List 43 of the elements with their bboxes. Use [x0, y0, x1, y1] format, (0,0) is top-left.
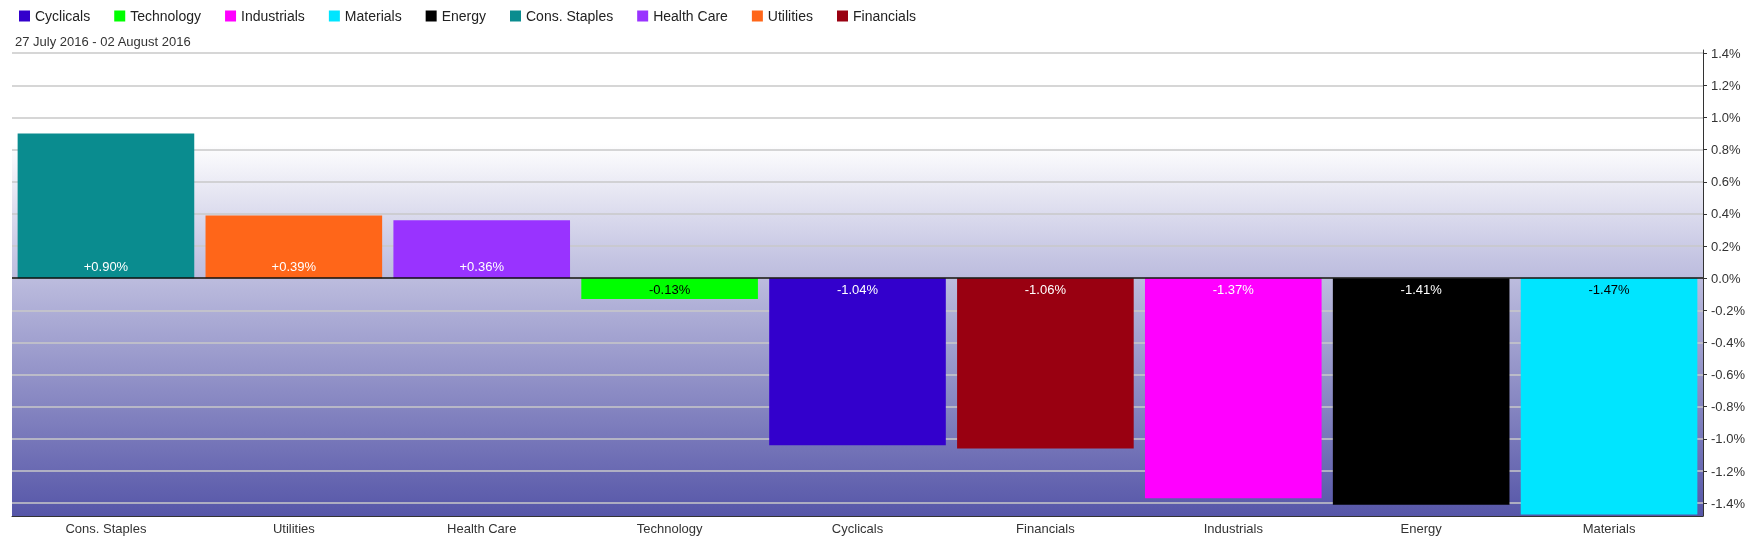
data-label: -1.04%	[836, 282, 879, 298]
x-tick-label: Energy	[1400, 521, 1443, 536]
legend-label: Cons. Staples	[526, 8, 614, 24]
chart-subtitle: 27 July 2016 - 02 August 2016	[15, 34, 191, 49]
x-tick-label: Health Care	[447, 521, 517, 536]
data-label: -1.41%	[1400, 282, 1443, 298]
legend-label: Financials	[852, 8, 917, 24]
x-tick-label: Cyclicals	[831, 521, 884, 536]
y-tick-label: 0.6%	[1711, 174, 1742, 190]
x-tick-label: Cons. Staples	[65, 521, 147, 536]
legend-label: Health Care	[653, 8, 729, 24]
legend-label: Technology	[130, 8, 202, 24]
legend-label: Industrials	[241, 8, 305, 24]
y-tick-label: 1.2%	[1711, 77, 1742, 93]
y-tick-label: 0.8%	[1711, 142, 1742, 158]
x-tick-label: Industrials	[1203, 521, 1264, 536]
y-tick-label: -0.6%	[1711, 367, 1746, 383]
y-tick-label: -1.0%	[1711, 431, 1746, 447]
data-label: -1.47%	[1588, 282, 1631, 298]
y-tick-label: -1.4%	[1711, 495, 1746, 511]
y-tick-label: 0.4%	[1711, 206, 1742, 222]
data-label: +0.36%	[459, 259, 505, 275]
y-tick-label: 1.4%	[1711, 45, 1742, 61]
y-tick-label: -0.4%	[1711, 334, 1746, 350]
data-label: -1.06%	[1024, 282, 1067, 298]
legend-label: Materials	[344, 8, 402, 24]
data-label: -1.37%	[1212, 282, 1255, 298]
data-label: +0.90%	[83, 259, 129, 275]
x-tick-label: Technology	[636, 521, 703, 536]
legend-label: Energy	[441, 8, 487, 24]
x-tick-label: Materials	[1582, 521, 1636, 536]
legend-label: Cyclicals	[35, 8, 91, 24]
y-tick-label: 0.0%	[1711, 270, 1742, 286]
data-label: +0.39%	[271, 259, 317, 275]
legend-label: Utilities	[767, 8, 813, 24]
y-tick-label: 1.0%	[1711, 109, 1742, 125]
y-tick-label: -0.8%	[1711, 399, 1746, 415]
y-tick-label: -0.2%	[1711, 302, 1746, 318]
data-label: -0.13%	[649, 282, 691, 298]
x-tick-label: Financials	[1016, 521, 1076, 536]
y-tick-label: -1.2%	[1711, 463, 1746, 479]
y-tick-label: 0.2%	[1711, 238, 1742, 254]
x-tick-label: Utilities	[272, 521, 316, 536]
